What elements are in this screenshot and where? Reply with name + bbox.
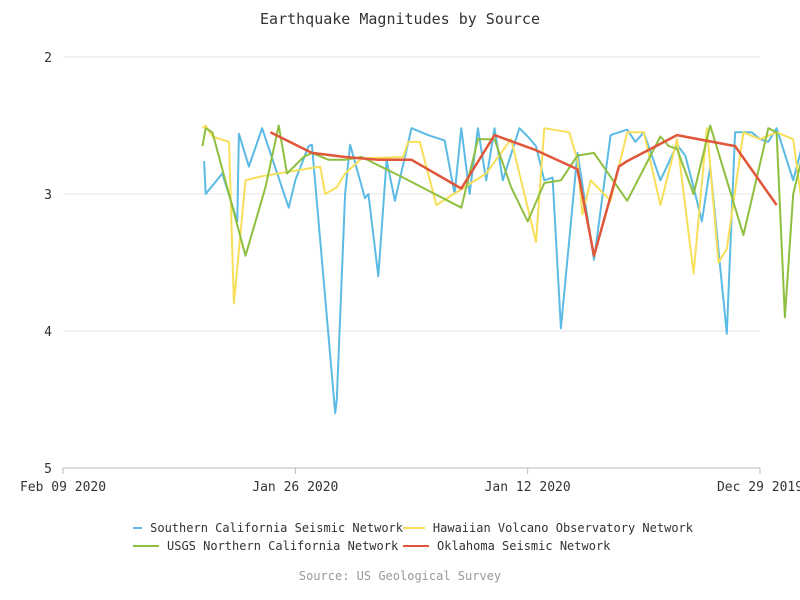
legend-label: Oklahoma Seismic Network [437,539,611,553]
legend-label: USGS Northern California Network [167,539,399,553]
legend-swatch [133,545,159,547]
legend-item-southern-california[interactable]: Southern California Seismic Network [133,521,403,535]
chart-title: Earthquake Magnitudes by Source [260,10,540,28]
y-axis-tick-labels: 2 3 4 5 [44,51,52,477]
legend-label: Southern California Seismic Network [150,521,403,535]
source-note: Source: US Geological Survey [298,569,502,583]
legend-item-usgs-northern-california[interactable]: USGS Northern California Network [133,539,403,553]
series-lines [201,124,800,415]
legend-swatch [133,527,143,529]
y-tick-label: 4 [44,325,52,340]
y-tick-label: 5 [44,462,52,477]
series-line-2 [201,124,800,319]
legend-item-hawaiian-volcano[interactable]: Hawaiian Volcano Observatory Network [403,521,693,535]
y-tick-label: 3 [44,188,52,203]
legend-item-oklahoma[interactable]: Oklahoma Seismic Network [403,539,693,553]
series-line-3 [269,131,778,257]
x-tick-label: Feb 09 2020 [20,480,106,495]
legend: Southern California Seismic Network Hawa… [133,521,693,553]
legend-swatch [403,527,425,529]
x-axis: Feb 09 2020 Jan 26 2020 Jan 12 2020 Dec 29 … [20,467,800,495]
legend-label: Hawaiian Volcano Observatory Network [432,521,693,535]
x-tick-label: Dec 29 2019 [717,480,800,495]
grid-lines [63,56,760,469]
x-tick-label: Jan 26 2020 [252,480,338,495]
series-line-1 [201,124,800,305]
legend-swatch [403,545,429,547]
x-tick-label: Jan 12 2020 [485,480,571,495]
y-tick-label: 2 [44,51,52,66]
series-line-0 [203,127,800,415]
